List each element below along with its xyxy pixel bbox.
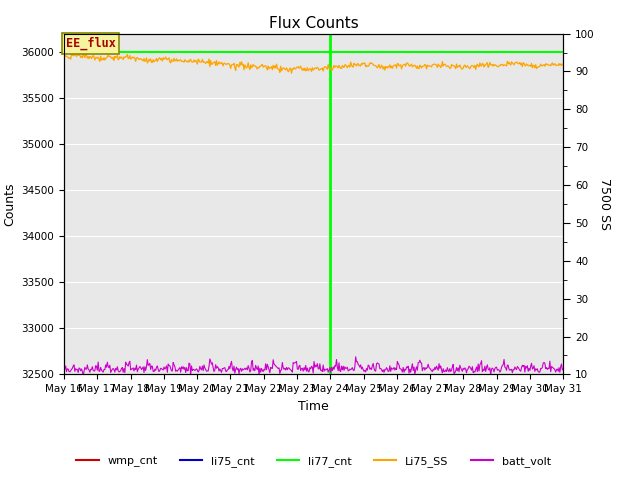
- Title: Flux Counts: Flux Counts: [269, 16, 358, 31]
- Y-axis label: Counts: Counts: [3, 182, 16, 226]
- Text: EE_flux: EE_flux: [66, 37, 116, 50]
- Legend: wmp_cnt, li75_cnt, li77_cnt, Li75_SS, batt_volt: wmp_cnt, li75_cnt, li77_cnt, Li75_SS, ba…: [72, 451, 556, 471]
- X-axis label: Time: Time: [298, 400, 329, 413]
- Y-axis label: 7500 SS: 7500 SS: [598, 178, 611, 230]
